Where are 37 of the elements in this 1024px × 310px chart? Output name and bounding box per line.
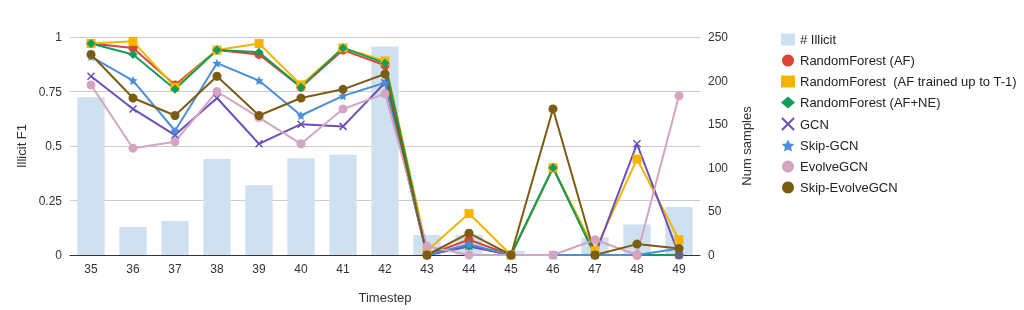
x-tick-label: 46 — [546, 262, 560, 276]
legend-label: RandomForest (AF trained up to T-1) — [800, 74, 1017, 89]
y2-tick-label: 250 — [708, 30, 729, 44]
legend-label: Skip-GCN — [800, 138, 859, 153]
y2-axis-title: Num samples — [739, 105, 754, 186]
legend-label: # Illicit — [800, 32, 837, 47]
y2-tick-label: 100 — [708, 160, 729, 175]
y2-tick-label: 50 — [708, 204, 722, 219]
x-tick-label: 49 — [672, 262, 686, 276]
y-tick-label: 0.75 — [38, 84, 63, 99]
x-tick-label: 40 — [294, 262, 308, 276]
y-tick-label: 1 — [55, 30, 63, 44]
legend-label: RandomForest (AF+NE) — [800, 95, 941, 110]
x-tick-label: 44 — [462, 262, 476, 276]
y2-tick-label: 150 — [708, 117, 729, 132]
y-tick-label: 0.25 — [38, 193, 63, 208]
y-axis-title: Illicit F1 — [13, 123, 29, 169]
x-tick-label: 38 — [210, 262, 224, 276]
legend-label: Skip-EvolveGCN — [800, 180, 898, 195]
x-tick-label: 42 — [378, 262, 392, 276]
x-tick-label: 39 — [252, 262, 266, 276]
y-tick-label: 0 — [55, 248, 63, 262]
y2-tick-label: 200 — [708, 73, 729, 88]
y2-tick-label: 0 — [708, 248, 715, 262]
x-tick-label: 48 — [630, 262, 644, 276]
x-tick-label: 36 — [126, 262, 140, 276]
y-tick-label: 0.5 — [45, 139, 63, 153]
x-tick-label: 35 — [84, 262, 98, 276]
x-tick-label: 41 — [336, 262, 350, 276]
x-tick-label: 37 — [168, 262, 182, 276]
legend-label: EvolveGCN — [800, 159, 868, 174]
x-axis-title: Timestep — [358, 290, 412, 305]
legend-label: RandomForest (AF) — [800, 53, 915, 68]
legend-label: GCN — [800, 116, 829, 132]
x-tick-label: 45 — [504, 262, 518, 276]
x-tick-label: 47 — [588, 262, 602, 276]
x-tick-label: 43 — [420, 262, 434, 276]
